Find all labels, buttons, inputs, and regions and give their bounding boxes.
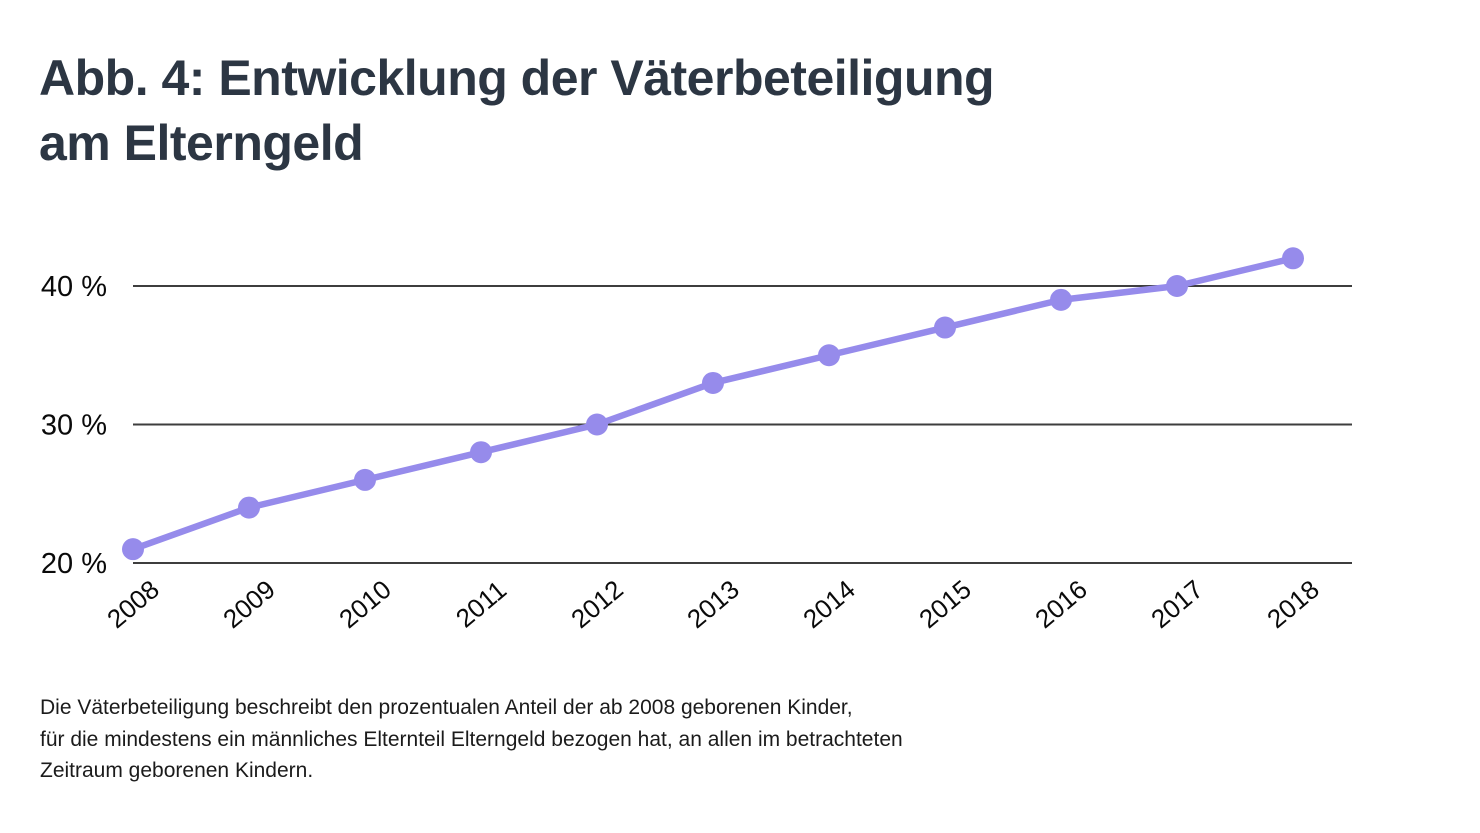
x-axis-label-2013: 2013 — [681, 574, 745, 634]
x-axis-label-2009: 2009 — [217, 574, 281, 634]
trend-line — [129, 255, 1297, 553]
data-point-2017 — [1166, 275, 1188, 297]
figure-caption-line3: Zeitraum geborenen Kindern. — [40, 759, 314, 782]
data-point-2013 — [702, 371, 724, 394]
data-point-2009 — [238, 496, 260, 519]
figure-title-line2: am Elterngeld — [39, 115, 364, 171]
x-axis-label-2018: 2018 — [1261, 574, 1325, 634]
data-point-2014 — [818, 344, 840, 367]
figure-title-line1: Abb. 4: Entwicklung der Väterbeteiligung — [39, 50, 995, 106]
x-axis-label-2010: 2010 — [333, 574, 397, 634]
data-point-2018 — [1282, 247, 1304, 270]
figure-caption-line1: Die Väterbeteiligung beschreibt den proz… — [40, 696, 853, 719]
x-axis-label-2008: 2008 — [101, 574, 165, 634]
data-point-2008 — [122, 538, 144, 561]
data-point-2016 — [1050, 288, 1072, 311]
x-axis-label-2015: 2015 — [913, 574, 977, 634]
figure-title: Abb. 4: Entwicklung der Väterbeteiligung… — [39, 46, 995, 176]
x-axis-label-2011: 2011 — [450, 575, 512, 634]
figure-caption-line2: für die mindestens ein männliches Eltern… — [40, 727, 903, 751]
x-axis-label-2014: 2014 — [797, 574, 861, 634]
data-point-2011 — [470, 441, 492, 464]
x-axis-label-2017: 2017 — [1145, 574, 1209, 634]
data-point-2015 — [934, 316, 956, 339]
x-axis-label-2012: 2012 — [565, 574, 629, 634]
y-axis-tick-label-40: 40 % — [41, 271, 107, 303]
data-point-2012 — [586, 413, 608, 436]
x-axis-label-2016: 2016 — [1029, 574, 1093, 634]
y-axis-tick-label-30: 30 % — [41, 410, 107, 442]
data-point-2010 — [354, 468, 376, 491]
y-axis-tick-label-20: 20 % — [41, 548, 107, 580]
figure-caption: Die Väterbeteiligung beschreibt den proz… — [40, 692, 903, 787]
